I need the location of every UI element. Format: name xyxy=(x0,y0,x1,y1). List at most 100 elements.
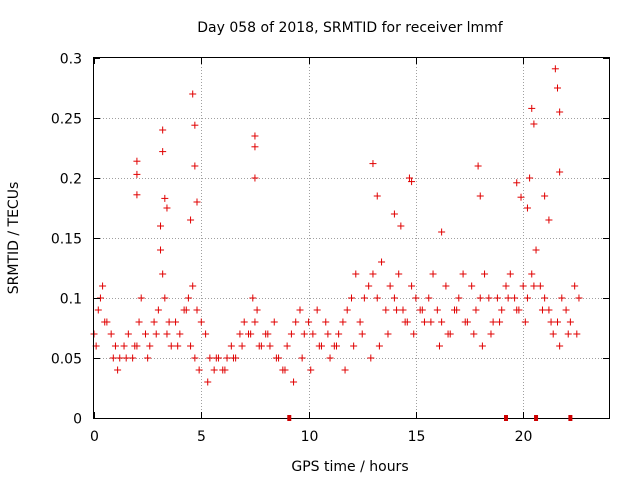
data-point xyxy=(554,84,561,92)
data-point xyxy=(438,318,446,326)
data-point xyxy=(195,366,203,374)
gap-marker xyxy=(504,415,508,421)
data-point xyxy=(498,306,506,314)
data-point xyxy=(197,318,205,326)
data-point xyxy=(204,378,212,386)
data-point xyxy=(429,270,437,278)
data-point xyxy=(412,294,420,302)
data-point xyxy=(356,318,364,326)
data-point xyxy=(348,294,355,302)
y-axis-label: SRMTID / TECUs xyxy=(6,182,22,295)
data-point xyxy=(157,222,165,230)
data-point xyxy=(433,306,441,314)
data-point xyxy=(150,318,158,326)
data-point xyxy=(530,282,538,290)
data-point xyxy=(526,174,534,182)
data-point xyxy=(264,330,272,338)
data-point xyxy=(240,318,248,326)
data-point xyxy=(549,330,557,338)
data-point xyxy=(133,191,141,199)
data-point xyxy=(221,366,229,374)
data-point xyxy=(504,294,512,302)
data-point xyxy=(283,342,291,350)
data-point xyxy=(133,157,141,165)
data-point xyxy=(461,318,469,326)
data-point xyxy=(236,330,244,338)
data-point xyxy=(290,378,298,386)
data-point xyxy=(556,342,564,350)
data-point xyxy=(191,121,199,129)
data-point xyxy=(420,318,428,326)
y-axis-ticks: 0 0.05 0.1 0.15 0.2 0.25 0.3 xyxy=(51,52,609,428)
data-point xyxy=(309,330,317,338)
data-point xyxy=(287,330,295,338)
data-points xyxy=(90,65,583,386)
data-point xyxy=(114,366,122,374)
data-point xyxy=(558,294,566,302)
data-point xyxy=(554,318,561,326)
data-point xyxy=(375,342,383,350)
data-point xyxy=(159,148,167,156)
data-point xyxy=(101,318,109,326)
plot-frame xyxy=(93,57,610,419)
data-point xyxy=(571,282,579,290)
data-point xyxy=(109,354,117,362)
data-point xyxy=(378,258,386,266)
data-point xyxy=(137,294,145,302)
grid xyxy=(94,58,609,418)
data-point xyxy=(223,354,231,362)
data-point xyxy=(493,294,501,302)
data-point xyxy=(506,270,514,278)
data-point xyxy=(369,160,377,168)
data-point xyxy=(352,270,360,278)
data-point xyxy=(551,65,559,73)
data-point xyxy=(187,216,195,224)
data-point xyxy=(172,318,180,326)
data-point xyxy=(251,143,259,151)
data-point xyxy=(393,306,401,314)
data-point xyxy=(502,282,510,290)
y-tick-label: 0.3 xyxy=(60,52,82,68)
data-point xyxy=(251,132,259,140)
data-point xyxy=(386,282,394,290)
data-point xyxy=(528,104,536,112)
data-point xyxy=(528,270,536,278)
data-point xyxy=(408,178,416,186)
data-point xyxy=(367,354,375,362)
data-point xyxy=(418,306,426,314)
data-point xyxy=(562,306,570,314)
data-point xyxy=(335,330,343,338)
data-point xyxy=(253,306,261,314)
chart-title: Day 058 of 2018, SRMTID for receiver lmm… xyxy=(197,20,504,36)
data-point xyxy=(541,192,549,200)
data-point xyxy=(395,270,403,278)
x-tick-label: 0 xyxy=(90,429,99,445)
data-point xyxy=(489,318,497,326)
gap-marker xyxy=(287,415,292,421)
data-point xyxy=(517,193,525,201)
data-point xyxy=(513,306,521,314)
y-tick-label: 0 xyxy=(73,412,82,428)
data-point xyxy=(292,318,300,326)
data-point xyxy=(341,366,349,374)
data-point xyxy=(478,342,486,350)
data-point xyxy=(300,330,308,338)
data-point xyxy=(322,318,330,326)
data-point xyxy=(281,366,289,374)
data-point xyxy=(468,282,476,290)
data-point xyxy=(360,294,368,302)
data-point xyxy=(536,282,544,290)
data-point xyxy=(405,174,413,182)
data-point xyxy=(247,330,255,338)
data-point xyxy=(266,342,274,350)
y-tick-label: 0.2 xyxy=(60,172,82,188)
data-point xyxy=(124,330,132,338)
x-axis-ticks: 0 5 10 15 20 xyxy=(90,58,532,445)
y-tick-label: 0.05 xyxy=(51,352,82,368)
data-point xyxy=(566,318,574,326)
data-point xyxy=(174,342,182,350)
data-point xyxy=(107,330,115,338)
data-point xyxy=(324,330,332,338)
x-tick-label: 20 xyxy=(515,429,533,445)
data-point xyxy=(545,216,553,224)
